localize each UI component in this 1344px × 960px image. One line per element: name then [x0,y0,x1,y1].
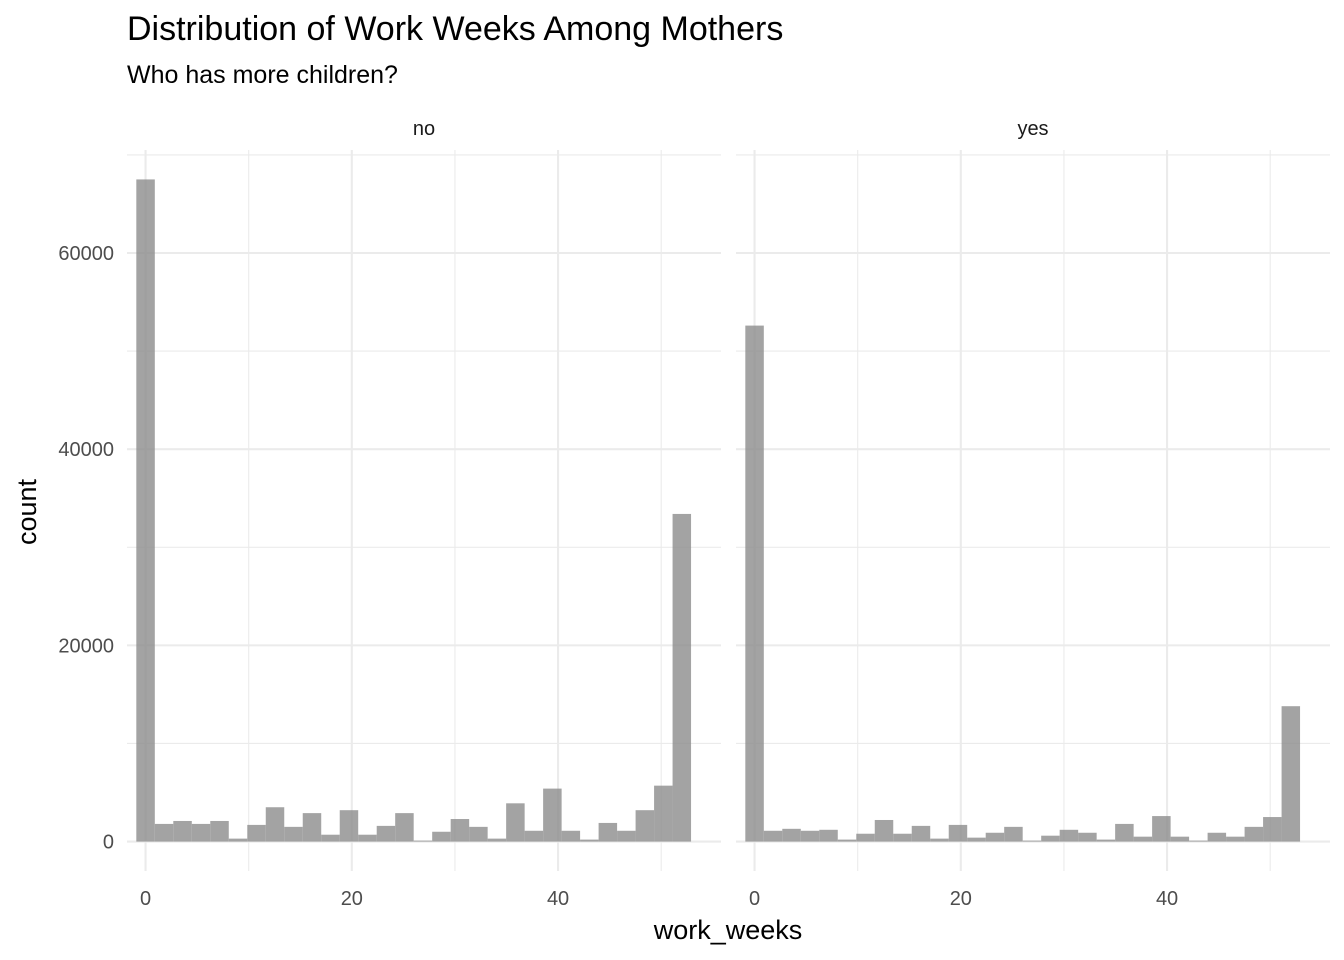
histogram-bar [302,813,322,842]
histogram-bar [1078,832,1097,842]
histogram-bar [1041,835,1060,842]
chart-subtitle: Who has more children? [127,61,398,89]
facet-label-no: no [413,118,435,140]
histogram-bar [376,825,396,842]
facet-panel-no: no 0 20 40 [127,118,721,910]
histogram-bar [136,179,155,842]
histogram-bar [321,834,340,842]
histogram-bar [617,830,636,842]
histogram-bar [635,810,655,842]
histogram-bar [469,826,488,842]
histogram-bar [745,325,764,842]
histogram-bar [580,839,599,842]
histogram-bar [1207,832,1227,842]
histogram-bar [228,838,248,842]
histogram-bar [1115,823,1134,842]
y-tick-label: 0 [103,832,114,854]
histogram-bar [524,830,544,842]
histogram-bar [1244,826,1264,842]
histogram-bar [819,829,838,842]
x-tick-label: 20 [950,888,972,910]
histogram-bar [948,824,968,842]
histogram-bar [782,828,801,842]
histogram-bar [1263,817,1282,842]
histogram-bar [911,825,931,842]
histogram-bar [985,832,1005,842]
histogram-bar [893,833,912,842]
histogram-bar [930,838,949,842]
histogram-bar [967,837,986,842]
x-tick-label: 0 [749,888,760,910]
histogram-bar [432,831,451,842]
histogram-bar [173,820,192,842]
histogram-bar [1133,836,1153,842]
histogram-bar [487,838,507,842]
histogram-bar [1281,706,1301,842]
x-axis-title: work_weeks [653,915,803,945]
facet-label-yes: yes [1017,118,1048,140]
histogram-bar [395,813,414,842]
histogram-bar [265,807,285,842]
y-tick-label: 40000 [58,439,114,461]
facet-panel-yes: yes 0 20 40 [736,118,1330,910]
histogram-bar [1152,816,1171,842]
x-tick-label: 0 [140,888,151,910]
histogram-bar [800,830,820,842]
histogram-bar [1059,829,1079,842]
x-tick-label: 20 [341,888,363,910]
histogram-bar [450,819,470,842]
histogram-bar [1004,826,1023,842]
histogram-bar [339,810,359,842]
histogram-bar [837,839,857,842]
y-tick-label: 20000 [58,635,114,657]
x-tick-label: 40 [1156,888,1178,910]
histogram-bar [191,823,211,842]
histogram-bar [543,788,562,842]
histogram-bar [284,826,303,842]
histogram-bar [561,830,581,842]
y-axis: 0 20000 40000 60000 [58,243,114,854]
facet-panels: no 0 20 40 yes 0 20 40 [127,118,1330,910]
chart-title: Distribution of Work Weeks Among Mothers [127,10,783,48]
histogram-bar [1170,836,1190,842]
histogram-bar [413,840,433,842]
histogram-bar [598,822,618,842]
histogram-bar [1189,840,1208,842]
histogram-bar [358,834,377,842]
histogram-bar [1226,836,1245,842]
histogram-bar [154,823,174,842]
histogram-bar [1022,840,1042,842]
histogram-bar [672,513,692,842]
histogram-bar [1096,839,1116,842]
histogram-bar [874,819,894,842]
x-tick-label: 40 [547,888,569,910]
y-tick-label: 60000 [58,243,114,265]
histogram-bar [506,803,525,842]
histogram-bar [763,830,783,842]
histogram-bar [856,833,875,842]
histogram-bar [654,785,673,842]
y-axis-title: count [12,478,42,545]
histogram-bar [247,824,266,842]
histogram-bar [210,820,229,842]
